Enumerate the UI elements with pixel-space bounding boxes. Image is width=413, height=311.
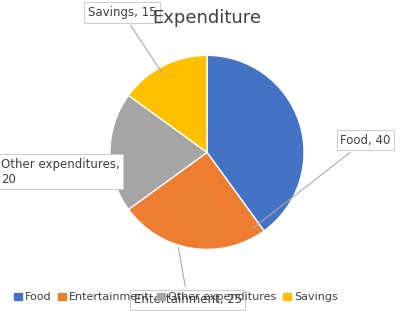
Title: Expenditure: Expenditure: [152, 9, 261, 27]
Text: Food, 40: Food, 40: [252, 134, 390, 228]
Legend: Food, Entertainment, Other expenditures, Savings: Food, Entertainment, Other expenditures,…: [14, 292, 337, 302]
Wedge shape: [110, 95, 206, 209]
Wedge shape: [128, 152, 263, 249]
Wedge shape: [128, 55, 206, 152]
Text: Entertainment, 25: Entertainment, 25: [133, 247, 241, 306]
Text: Savings, 15: Savings, 15: [88, 6, 161, 72]
Wedge shape: [206, 55, 303, 231]
Text: Other expenditures,
20: Other expenditures, 20: [1, 158, 126, 186]
